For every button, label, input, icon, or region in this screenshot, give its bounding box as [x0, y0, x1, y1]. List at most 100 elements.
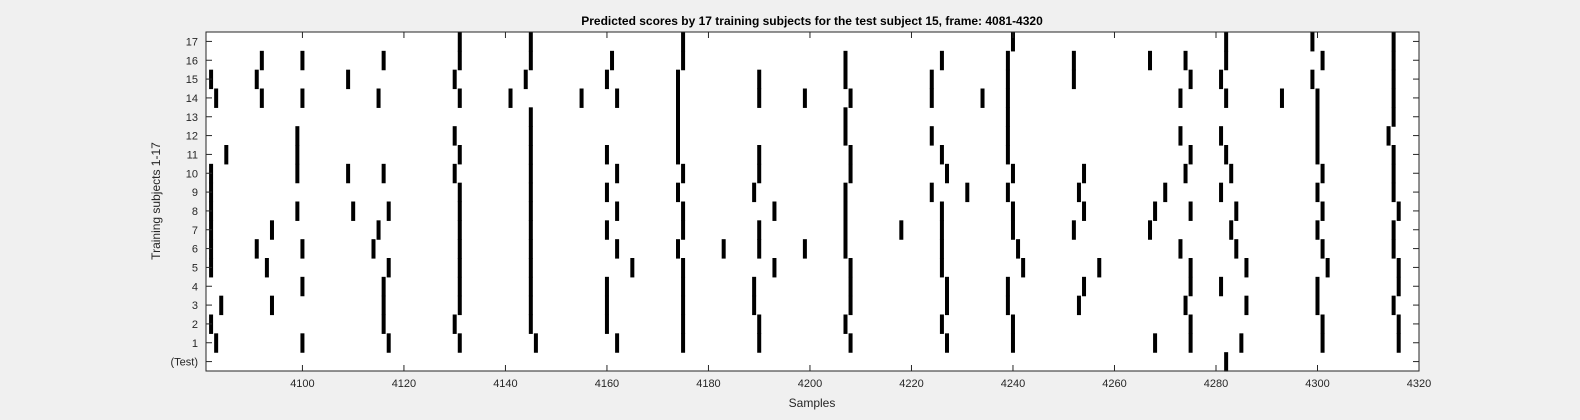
- score-mark-row-8: [681, 201, 686, 221]
- score-mark-row-11: [1224, 145, 1229, 165]
- score-mark-row-11: [604, 145, 609, 165]
- score-mark-row-3: [1244, 295, 1249, 316]
- score-mark-row-10: [1320, 163, 1325, 184]
- score-mark-row-5: [848, 258, 853, 278]
- y-tick-label: 5: [192, 262, 198, 274]
- score-mark-row-11: [1188, 145, 1193, 165]
- score-mark-row-6: [1391, 239, 1396, 259]
- x-tick-label: 4320: [1407, 378, 1431, 390]
- score-mark-row-10: [1183, 163, 1188, 184]
- score-mark-row-1: [214, 333, 219, 353]
- score-mark-row-11: [1391, 145, 1396, 165]
- score-mark-row-15: [1005, 69, 1010, 90]
- score-mark-row-7: [376, 220, 381, 240]
- score-mark-row-3: [1391, 295, 1396, 316]
- score-mark-row-14: [1005, 88, 1010, 108]
- score-mark-row-2: [1010, 314, 1015, 334]
- score-mark-row-17: [1310, 32, 1315, 52]
- score-mark-row-14: [980, 88, 985, 108]
- score-mark-row-4: [945, 276, 949, 297]
- score-mark-row-3: [945, 295, 949, 316]
- score-mark-row-6: [371, 239, 376, 259]
- score-mark-row-16: [528, 50, 533, 71]
- score-mark-row-6: [1178, 239, 1183, 259]
- score-mark-row-14: [615, 88, 620, 108]
- score-mark-row-16: [1148, 50, 1153, 71]
- x-tick-label: 4100: [290, 378, 314, 390]
- score-mark-row-6: [254, 239, 259, 259]
- score-mark-row-4: [1005, 276, 1010, 297]
- score-mark-row-9: [676, 182, 680, 203]
- score-mark-row-5: [1021, 258, 1026, 278]
- y-tick-label: 11: [187, 149, 198, 161]
- score-mark-row-7: [1071, 220, 1076, 240]
- y-tick-label: 15: [186, 74, 198, 86]
- score-mark-row-8: [1188, 201, 1193, 221]
- score-mark-row-15: [1071, 69, 1076, 90]
- score-mark-row-16: [259, 50, 264, 71]
- score-mark-row-15: [843, 69, 848, 90]
- score-mark-row-6: [757, 239, 762, 259]
- score-mark-row-16: [1005, 50, 1010, 71]
- score-mark-row-7: [457, 220, 462, 240]
- score-mark-row-14: [676, 88, 680, 108]
- score-mark-row-15: [604, 69, 609, 90]
- score-mark-row-1: [1188, 333, 1193, 353]
- y-tick-label: 9: [192, 187, 198, 199]
- x-tick-label: 4200: [798, 378, 822, 390]
- score-mark-row-15: [523, 69, 528, 90]
- score-mark-row-4: [681, 276, 686, 297]
- score-mark-row-7: [939, 220, 944, 240]
- score-mark-row-4: [457, 276, 462, 297]
- score-mark-row-10: [452, 163, 457, 184]
- score-mark-row-14: [1391, 88, 1396, 108]
- score-mark-row-1: [848, 333, 853, 353]
- score-mark-row-9: [1005, 182, 1010, 203]
- y-tick-label: 2: [192, 319, 198, 331]
- score-mark-row-5: [386, 258, 391, 278]
- y-tick-label: 16: [186, 55, 198, 67]
- score-mark-row-3: [1183, 295, 1188, 316]
- score-mark-row-16: [610, 50, 615, 71]
- score-mark-row-5: [1188, 258, 1193, 278]
- score-mark-row-8: [528, 201, 533, 221]
- score-mark-row-10: [945, 163, 949, 184]
- y-tick-label: 8: [192, 206, 198, 218]
- score-mark-row-6: [457, 239, 462, 259]
- score-mark-row-16: [457, 50, 462, 71]
- score-mark-row-7: [1010, 220, 1015, 240]
- score-mark-row-4: [528, 276, 533, 297]
- score-mark-row-2: [1188, 314, 1193, 334]
- y-tick-label: 4: [192, 281, 198, 293]
- y-tick-label: 10: [186, 168, 198, 180]
- score-mark-row-10: [1010, 163, 1015, 184]
- score-mark-row-6: [802, 239, 807, 259]
- score-mark-row-12: [676, 126, 680, 146]
- score-mark-row-4: [1188, 276, 1193, 297]
- score-mark-row-12: [929, 126, 934, 146]
- score-mark-row-2: [1320, 314, 1325, 334]
- score-mark-row-test: [1224, 352, 1229, 372]
- score-mark-row-15: [929, 69, 934, 90]
- score-mark-row-1: [1153, 333, 1158, 353]
- score-mark-row-10: [381, 163, 386, 184]
- score-mark-row-3: [269, 295, 274, 316]
- x-tick-label: 4240: [1001, 378, 1025, 390]
- score-mark-row-6: [939, 239, 944, 259]
- score-mark-row-7: [681, 220, 686, 240]
- score-mark-row-2: [939, 314, 944, 334]
- score-mark-row-15: [1188, 69, 1193, 90]
- score-mark-row-7: [528, 220, 533, 240]
- score-mark-row-17: [681, 32, 686, 52]
- score-mark-row-4: [604, 276, 609, 297]
- score-mark-row-3: [219, 295, 224, 316]
- score-mark-row-3: [1076, 295, 1081, 316]
- score-mark-row-7: [269, 220, 274, 240]
- score-mark-row-2: [452, 314, 457, 334]
- score-mark-row-8: [295, 201, 300, 221]
- score-mark-row-14: [579, 88, 584, 108]
- score-mark-row-6: [843, 239, 848, 259]
- score-mark-row-14: [457, 88, 462, 108]
- score-mark-row-8: [939, 201, 944, 221]
